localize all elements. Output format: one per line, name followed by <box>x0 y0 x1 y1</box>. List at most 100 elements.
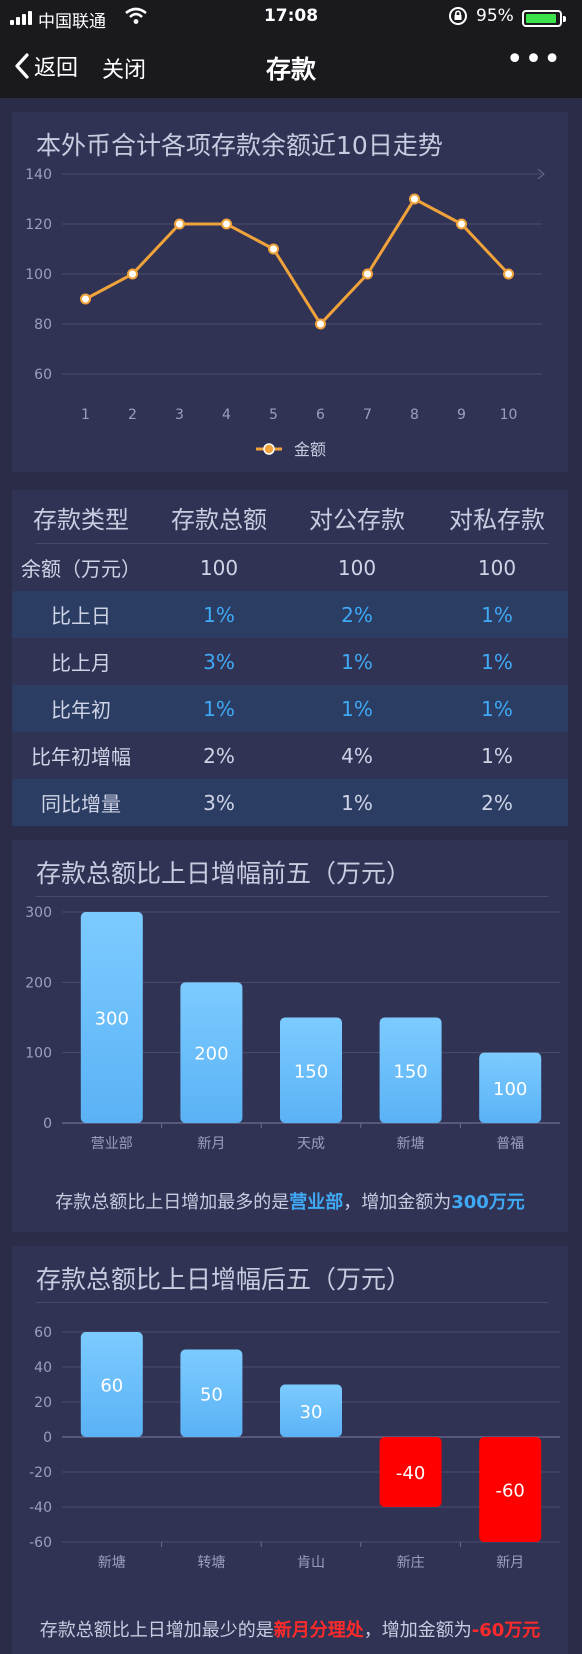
header-private: 对私存款 <box>449 505 545 534</box>
summary-prefix: 存款总额比上日增加最少的是 <box>39 1620 274 1641</box>
x-tick-label: 7 <box>363 407 372 423</box>
top5-bar-chart: 0 100 200 300 300 营业部 200 新月 150 天成 150 新塘 100 普福 <box>25 905 560 1152</box>
data-point <box>362 268 373 280</box>
y-tick-label: 140 <box>25 167 52 183</box>
bar <box>180 1349 243 1437</box>
bar <box>280 1384 342 1437</box>
wifi-icon <box>124 6 148 31</box>
y-tick-label: 80 <box>34 317 52 333</box>
x-tick-label: 新塘 <box>98 1555 126 1571</box>
summary-prefix: 存款总额比上日增加最多的是 <box>55 1192 290 1213</box>
x-tick-label: 2 <box>128 407 137 423</box>
bar <box>280 1017 342 1123</box>
bar <box>479 1437 542 1542</box>
data-point <box>221 218 232 230</box>
bar <box>80 1332 143 1437</box>
bottom5-chart-title: 存款总额比上日增幅后五（万元） <box>36 1265 412 1294</box>
data-point <box>80 293 91 305</box>
table-row: 比上日 1% 2% 1% <box>12 591 568 638</box>
row-label: 余额（万元） <box>21 557 141 581</box>
y-tick-label: 60 <box>34 367 52 383</box>
x-tick-label: 营业部 <box>91 1136 133 1152</box>
row-label: 比上月 <box>51 651 111 675</box>
bar <box>180 982 243 1123</box>
data-point <box>174 218 185 230</box>
legend-label: 金额 <box>294 440 326 459</box>
bar-value-label: 50 <box>200 1384 223 1405</box>
x-tick-label: 9 <box>457 407 466 423</box>
axis-arrow-icon <box>537 168 545 180</box>
cell-private: 1% <box>481 602 513 627</box>
y-tick-label: 300 <box>25 905 52 921</box>
cell-corporate: 1% <box>341 790 373 815</box>
x-tick-label: 新塘 <box>397 1136 425 1152</box>
cell-private: 1% <box>481 649 513 674</box>
bar <box>379 1437 442 1507</box>
x-tick-label: 1 <box>81 407 90 423</box>
x-tick-label: 普福 <box>496 1136 524 1152</box>
more-menu-button[interactable]: ••• <box>505 42 562 77</box>
bar-value-label: 100 <box>493 1079 527 1100</box>
cell-total: 1% <box>203 602 235 627</box>
close-button[interactable]: 关闭 <box>102 58 147 83</box>
table-row: 比年初增幅 2% 4% 1% <box>12 732 568 779</box>
bar <box>80 912 143 1123</box>
summary-amount: -60万元 <box>471 1620 541 1641</box>
bar <box>479 1052 542 1123</box>
summary-mid: ，增加金额为 <box>363 1620 472 1641</box>
summary-amount: 300万元 <box>451 1192 525 1213</box>
summary-name: 新月分理处 <box>273 1620 364 1641</box>
y-tick-label: -20 <box>29 1465 52 1481</box>
x-tick-label: 8 <box>410 407 419 423</box>
y-tick-label: 40 <box>34 1360 52 1376</box>
y-tick-label: 100 <box>25 267 52 283</box>
back-button[interactable]: 返回 <box>14 50 78 82</box>
cell-corporate: 2% <box>341 602 373 627</box>
data-point <box>503 268 514 280</box>
table-row: 同比增量 3% 1% 2% <box>12 779 568 826</box>
x-tick-label: 转塘 <box>197 1555 225 1571</box>
data-point <box>456 218 467 230</box>
cell-private: 1% <box>481 696 513 721</box>
y-tick-label: 100 <box>25 1046 52 1062</box>
back-label: 返回 <box>34 56 79 81</box>
deposit-table-card: 存款类型 存款总额 对公存款 对私存款 余额（万元） 100 100 100 比… <box>12 490 568 826</box>
y-tick-label: -60 <box>29 1535 52 1551</box>
bar-value-label: -60 <box>495 1481 524 1502</box>
bar-value-label: 30 <box>300 1402 323 1423</box>
cell-private: 1% <box>481 743 513 768</box>
y-tick-label: 60 <box>34 1325 52 1341</box>
x-tick-label: 新庄 <box>397 1554 425 1571</box>
cell-total: 1% <box>203 696 235 721</box>
bottom5-card: 存款总额比上日增幅后五（万元） -60 -40 -20 0 20 40 60 60 新塘 50 转塘… <box>12 1246 568 1654</box>
trend-card: 本外币合计各项存款余额近10日走势 60 80 100 120 140 1 2 3 4 5 6 7 8 9… <box>12 112 568 472</box>
header-total: 存款总额 <box>171 505 267 534</box>
x-tick-label: 10 <box>500 407 518 423</box>
bar-value-label: 60 <box>100 1376 123 1397</box>
x-tick-label: 天成 <box>297 1136 325 1152</box>
y-tick-label: 0 <box>43 1116 52 1132</box>
nav-bar: 返回 关闭 存款 ••• <box>0 36 582 98</box>
y-tick-label: 120 <box>25 217 52 233</box>
page-title: 存款 <box>265 55 316 84</box>
status-bar: 中国联通 17:08 95% <box>0 0 582 36</box>
x-tick-label: 新月 <box>197 1136 225 1152</box>
x-tick-label: 新月 <box>496 1555 524 1571</box>
top5-card: 存款总额比上日增幅前五（万元） 0 100 200 300 300 营业部 200 新月 150… <box>12 840 568 1232</box>
data-point <box>315 318 326 330</box>
bar-value-label: -40 <box>396 1463 425 1484</box>
title-divider <box>36 1302 548 1303</box>
summary-mid: ，增加金额为 <box>343 1192 452 1213</box>
signal-icon <box>10 11 32 25</box>
cell-corporate: 1% <box>341 696 373 721</box>
table-row: 比上月 3% 1% 1% <box>12 638 568 685</box>
bottom5-bar-chart: -60 -40 -20 0 20 40 60 60 新塘 50 转塘 30 肯山 -40 新庄 -60 新月 <box>29 1325 560 1571</box>
legend-marker <box>263 443 275 455</box>
cell-total: 3% <box>203 649 235 674</box>
cell-corporate: 100 <box>337 555 377 580</box>
bar <box>379 1017 442 1123</box>
trend-chart-title: 本外币合计各项存款余额近10日走势 <box>36 131 443 160</box>
clock: 17:08 <box>263 6 319 26</box>
row-label: 比年初 <box>51 698 111 722</box>
y-tick-label: 200 <box>25 975 52 991</box>
